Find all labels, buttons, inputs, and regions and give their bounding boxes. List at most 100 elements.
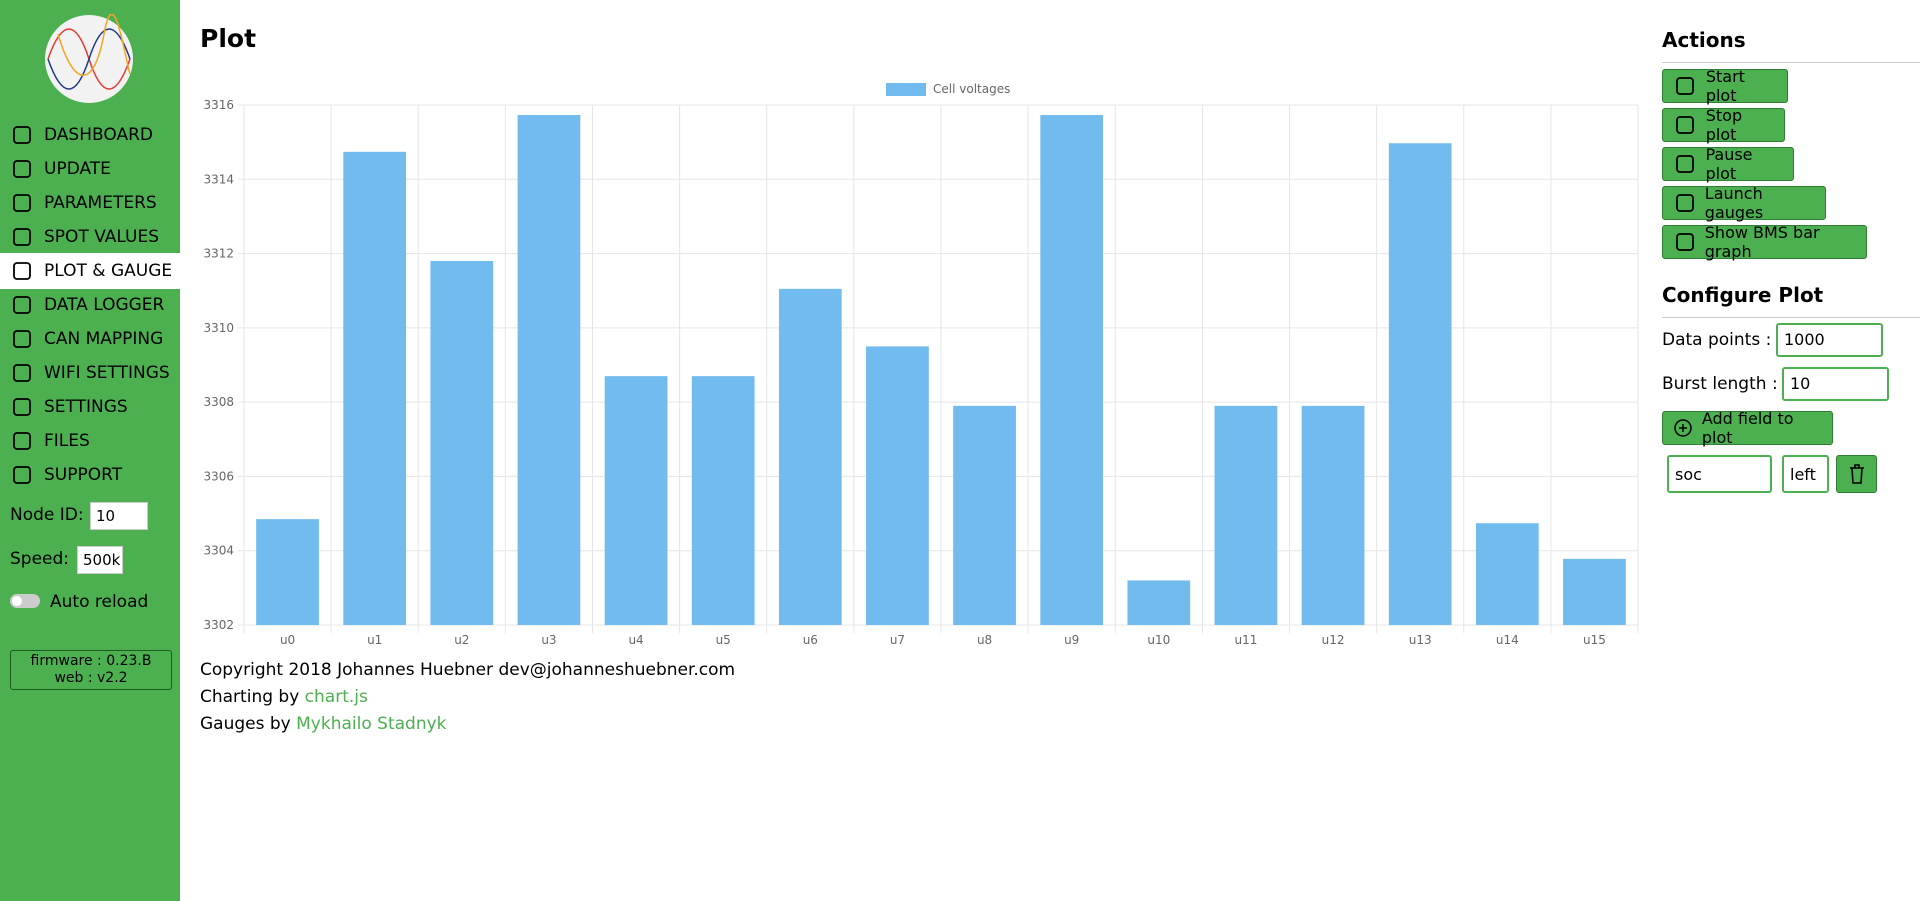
y-tick-label: 3304 bbox=[203, 544, 234, 558]
nav-item[interactable]: DATA LOGGER bbox=[0, 287, 180, 323]
field-name-input[interactable]: soc bbox=[1667, 455, 1772, 493]
legend-label: Cell voltages bbox=[933, 82, 1010, 96]
burst-length-input[interactable]: 10 bbox=[1782, 367, 1889, 401]
x-tick-label: u5 bbox=[716, 633, 731, 647]
nav-item[interactable]: SUPPORT bbox=[0, 457, 180, 493]
x-tick-label: u6 bbox=[803, 633, 818, 647]
icon bbox=[1676, 194, 1694, 212]
icon bbox=[1676, 77, 1694, 95]
chart: 3302 3304 3306 3308 3310 3312 3314 3316 u0 u1 u2 u3… bbox=[203, 82, 1639, 647]
x-tick-label: u13 bbox=[1409, 633, 1432, 647]
x-tick-label: u0 bbox=[280, 633, 295, 647]
bar bbox=[1214, 405, 1278, 625]
nav-label: CAN MAPPING bbox=[44, 329, 164, 349]
nav-item[interactable]: SETTINGS bbox=[0, 389, 180, 425]
action-button[interactable]: Pause plot bbox=[1662, 145, 1794, 183]
bar bbox=[1563, 558, 1626, 625]
x-tick-label: u7 bbox=[890, 633, 905, 647]
icon bbox=[1674, 419, 1692, 437]
action-button[interactable]: Show BMS bar graph bbox=[1662, 223, 1867, 261]
text: Charting by bbox=[200, 687, 300, 707]
page-title: Plot bbox=[200, 24, 257, 53]
divider bbox=[1662, 317, 1920, 318]
auto-reload-label: Auto reload bbox=[50, 592, 149, 612]
nav-label: PLOT & GAUGE bbox=[44, 261, 173, 281]
speed-input[interactable]: 500k bbox=[77, 546, 123, 574]
action-button[interactable]: Launch gauges bbox=[1662, 184, 1826, 222]
icon bbox=[13, 432, 31, 450]
web-version: web : v2.2 bbox=[54, 670, 128, 686]
icon bbox=[13, 364, 31, 382]
bar bbox=[1388, 143, 1452, 625]
burst-length-label: Burst length : bbox=[1662, 374, 1778, 394]
bar bbox=[604, 376, 668, 625]
bar bbox=[1301, 405, 1365, 625]
icon bbox=[1676, 116, 1694, 134]
bar bbox=[953, 405, 1016, 625]
node-id-label: Node ID: bbox=[10, 505, 84, 525]
icon bbox=[13, 466, 31, 484]
node-id-input[interactable]: 10 bbox=[90, 502, 148, 530]
version-box: firmware : 0.23.B web : v2.2 bbox=[10, 650, 172, 690]
data-points-input[interactable]: 1000 bbox=[1776, 323, 1883, 357]
nav-item[interactable]: WIFI SETTINGS bbox=[0, 355, 180, 391]
firmware-version: firmware : 0.23.B bbox=[30, 653, 152, 669]
icon bbox=[13, 126, 31, 144]
nav-label: PARAMETERS bbox=[44, 193, 157, 213]
y-tick-label: 3306 bbox=[203, 469, 234, 483]
action-button[interactable]: Stop plot bbox=[1662, 106, 1785, 144]
nav-item[interactable]: FILES bbox=[0, 423, 180, 459]
label: Pause plot bbox=[1705, 145, 1753, 183]
icon bbox=[1676, 155, 1694, 173]
nav-item[interactable]: CAN MAPPING bbox=[0, 321, 180, 357]
x-tick-label: u1 bbox=[367, 633, 382, 647]
field-axis-input[interactable]: left bbox=[1782, 455, 1829, 493]
action-button[interactable]: Start plot bbox=[1662, 67, 1788, 105]
link[interactable]: Mykhailo Stadnyk bbox=[296, 714, 447, 734]
nav-label: SUPPORT bbox=[44, 465, 123, 485]
auto-reload-toggle[interactable] bbox=[10, 594, 40, 608]
nav-label: WIFI SETTINGS bbox=[44, 363, 170, 383]
x-tick-label: u2 bbox=[454, 633, 469, 647]
x-tick-label: u9 bbox=[1064, 633, 1079, 647]
speed-label: Speed: bbox=[10, 549, 70, 569]
icon bbox=[1850, 464, 1864, 484]
x-tick-label: u8 bbox=[977, 633, 992, 647]
bar bbox=[343, 151, 407, 626]
data-points-label: Data points : bbox=[1662, 330, 1772, 350]
y-tick-label: 3308 bbox=[203, 395, 234, 409]
divider bbox=[1662, 62, 1920, 63]
text: Gauges by bbox=[200, 714, 291, 734]
nav-item[interactable]: SPOT VALUES bbox=[0, 219, 180, 255]
copyright: Copyright 2018 Johannes Huebner dev@joha… bbox=[200, 660, 736, 680]
nav-item[interactable]: PARAMETERS bbox=[0, 185, 180, 221]
bar bbox=[1127, 580, 1191, 625]
nav-item[interactable]: PLOT & GAUGE bbox=[0, 253, 180, 289]
sidebar: DASHBOARD UPDATE PARAMETERS SPOT VALUES PLOT… bbox=[0, 0, 180, 901]
nav-item[interactable]: DASHBOARD bbox=[0, 117, 180, 153]
x-tick-label: u11 bbox=[1235, 633, 1258, 647]
y-tick-label: 3314 bbox=[203, 172, 234, 186]
nav-label: DASHBOARD bbox=[44, 125, 153, 145]
label: Launch gauges bbox=[1704, 184, 1764, 222]
icon bbox=[13, 330, 31, 348]
bar bbox=[517, 115, 581, 626]
icon bbox=[13, 194, 31, 212]
nav-label: UPDATE bbox=[44, 159, 111, 179]
logo bbox=[45, 14, 133, 103]
bar bbox=[778, 288, 842, 625]
icon bbox=[13, 398, 31, 416]
delete-field-button[interactable] bbox=[1836, 455, 1877, 493]
link[interactable]: chart.js bbox=[304, 687, 368, 707]
bar bbox=[866, 346, 929, 625]
bar bbox=[691, 376, 755, 625]
y-tick-label: 3302 bbox=[203, 618, 234, 632]
configure-title: Configure Plot bbox=[1662, 283, 1824, 307]
add-field-button[interactable]: Add field to plot bbox=[1662, 409, 1833, 447]
nav-label: DATA LOGGER bbox=[44, 295, 165, 315]
nav-item[interactable]: UPDATE bbox=[0, 151, 180, 187]
y-tick-label: 3316 bbox=[203, 98, 234, 112]
bar bbox=[1475, 523, 1539, 625]
label: Show BMS bar graph bbox=[1704, 223, 1820, 261]
